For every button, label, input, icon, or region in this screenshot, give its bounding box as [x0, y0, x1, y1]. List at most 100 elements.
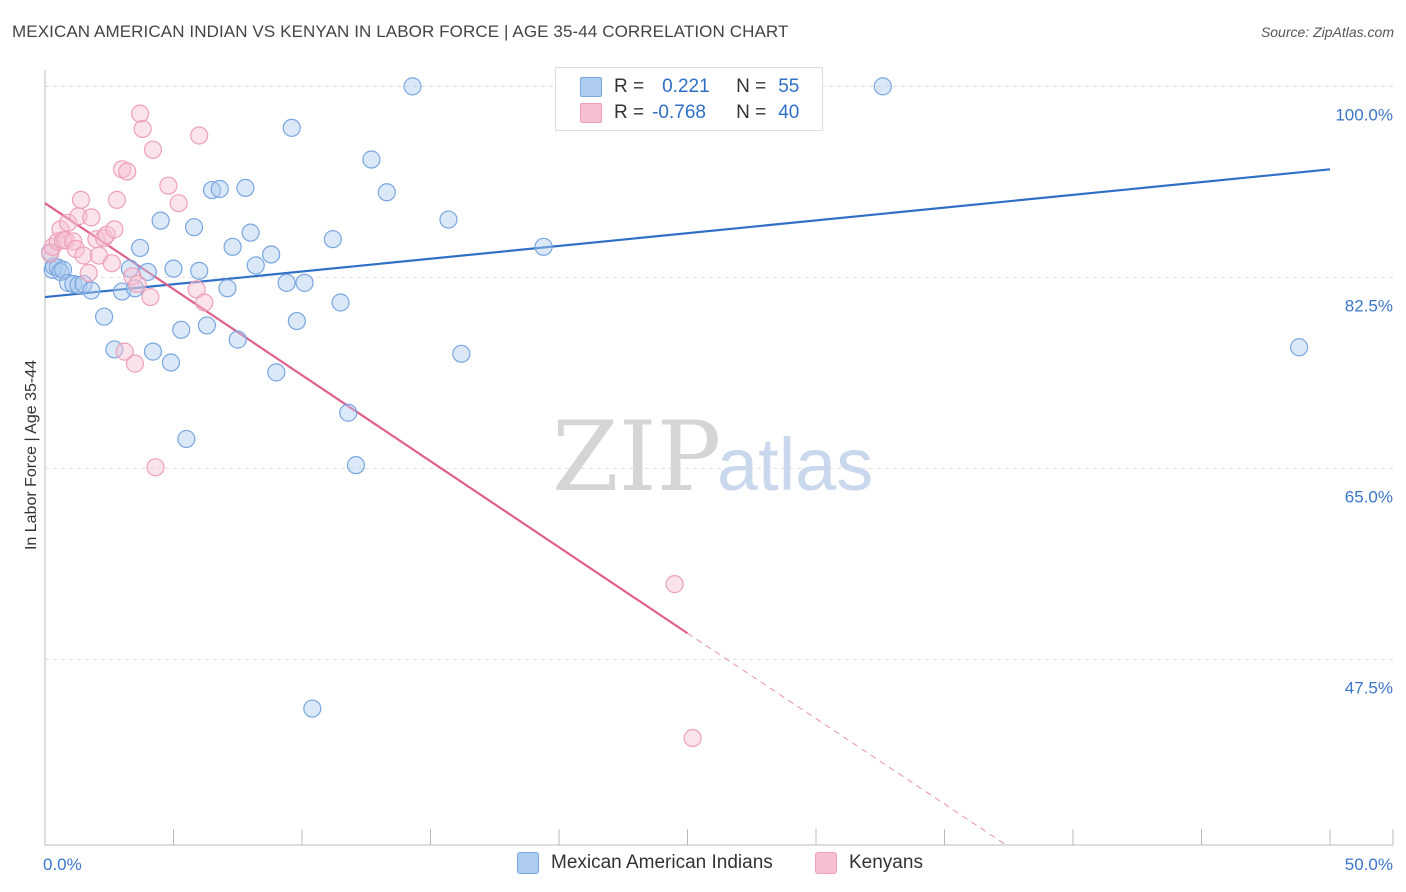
point-mexican-american-indians — [873, 77, 892, 96]
point-kenyans — [71, 190, 91, 209]
point-kenyans — [143, 140, 163, 159]
watermark-atlas: atlas — [717, 423, 873, 506]
point-kenyans — [102, 254, 121, 273]
point-mexican-american-indians — [228, 330, 247, 349]
legend-row-mexican-american-indians: R = 0.221 N = 55 — [580, 74, 799, 100]
y-tick-labels: 100.0% 82.5% 65.0% 47.5% — [1335, 105, 1393, 697]
legend-r-label: R = — [614, 76, 645, 97]
point-mexican-american-indians — [331, 293, 350, 312]
point-mexican-american-indians — [287, 311, 306, 331]
point-kenyans — [146, 458, 165, 477]
point-kenyans — [105, 220, 124, 239]
point-mexican-american-indians — [202, 180, 222, 200]
point-mexican-american-indians — [282, 118, 301, 137]
trend-line — [44, 202, 689, 635]
legend-item-mexican-american-indians: Mexican American Indians — [517, 852, 773, 874]
point-mexican-american-indians — [82, 281, 101, 300]
legend-n-value: 55 — [778, 76, 800, 97]
point-kenyans — [115, 342, 134, 361]
point-mexican-american-indians — [172, 320, 191, 339]
y-tick-label: 82.5% — [1345, 296, 1393, 315]
point-kenyans — [169, 194, 188, 213]
legend-r-value: -0.768 — [652, 102, 706, 123]
grid-lines — [45, 85, 1393, 660]
point-mexican-american-indians — [277, 273, 296, 292]
x-tick-labels: 0.0% 50.0% — [43, 855, 1393, 874]
point-mexican-american-indians — [339, 403, 358, 422]
point-mexican-american-indians — [130, 238, 150, 258]
legend-swatch-pink — [580, 103, 602, 123]
x-tick-label: 50.0% — [1345, 855, 1393, 874]
point-mexican-american-indians — [241, 223, 260, 242]
point-kenyans — [683, 728, 702, 748]
watermark-zip: ZIP — [552, 401, 721, 513]
point-mexican-american-indians — [184, 218, 204, 237]
legend-n-label: N = — [736, 102, 767, 123]
point-mexican-american-indians — [143, 342, 163, 361]
series-legend: Mexican American Indians Kenyans — [0, 852, 1406, 878]
x-tick-label: 0.0% — [43, 855, 82, 874]
legend-item-kenyans: Kenyans — [815, 852, 923, 874]
correlation-legend: R = 0.221 N = 55 R = -0.768 N = 40 — [555, 67, 823, 131]
point-mexican-american-indians — [223, 237, 242, 256]
source-label: Source: ZipAtlas.com — [1260, 24, 1394, 40]
point-kenyans — [133, 119, 152, 139]
point-kenyans — [190, 126, 209, 145]
point-mexican-american-indians — [218, 279, 237, 298]
legend-swatch-pink — [815, 852, 837, 874]
legend-swatch-blue — [517, 852, 539, 874]
point-mexican-american-indians — [362, 150, 381, 169]
point-mexican-american-indians — [151, 211, 170, 230]
point-mexican-american-indians — [439, 210, 458, 229]
point-kenyans — [665, 575, 684, 594]
point-kenyans — [107, 190, 127, 209]
point-mexican-american-indians — [236, 178, 255, 197]
point-mexican-american-indians — [164, 259, 183, 278]
trend-line-extension — [687, 632, 1007, 846]
point-mexican-american-indians — [197, 316, 217, 335]
trend-line — [44, 168, 1331, 299]
point-mexican-american-indians — [295, 273, 314, 292]
legend-r-value: 0.221 — [662, 76, 710, 97]
point-kenyans — [125, 354, 145, 373]
legend-n-label: N = — [736, 76, 767, 97]
point-mexican-american-indians — [161, 353, 181, 372]
point-mexican-american-indians — [403, 77, 422, 96]
chart-title: MEXICAN AMERICAN INDIAN VS KENYAN IN LAB… — [12, 22, 789, 41]
legend-item-label: Mexican American Indians — [551, 852, 773, 873]
point-mexican-american-indians — [452, 344, 471, 363]
point-mexican-american-indians — [95, 307, 114, 326]
point-kenyans — [128, 274, 147, 294]
legend-item-label: Kenyans — [849, 852, 923, 873]
legend-r-label: R = — [614, 102, 645, 123]
point-kenyans — [141, 287, 160, 307]
point-mexican-american-indians — [210, 179, 229, 199]
point-mexican-american-indians — [377, 183, 396, 202]
point-kenyans — [118, 162, 137, 181]
y-tick-label: 47.5% — [1345, 678, 1393, 697]
point-kenyans — [59, 213, 78, 232]
point-kenyans — [79, 263, 98, 283]
point-kenyans — [74, 246, 93, 265]
point-mexican-american-indians — [246, 256, 265, 275]
point-kenyans — [159, 176, 178, 195]
y-tick-label: 100.0% — [1335, 105, 1393, 124]
point-mexican-american-indians — [262, 245, 281, 264]
axes — [44, 70, 1394, 846]
point-mexican-american-indians — [177, 429, 196, 449]
point-mexican-american-indians — [303, 699, 322, 718]
point-mexican-american-indians — [267, 363, 286, 382]
data-points — [41, 77, 1309, 748]
legend-n-value: 40 — [778, 102, 800, 123]
point-kenyans — [82, 208, 101, 227]
point-mexican-american-indians — [346, 456, 366, 475]
point-kenyans — [195, 293, 214, 312]
legend-swatch-blue — [580, 77, 602, 97]
point-kenyans — [130, 104, 150, 123]
legend-row-kenyans: R = -0.768 N = 40 — [580, 100, 799, 126]
point-mexican-american-indians — [534, 237, 553, 256]
y-tick-label: 65.0% — [1345, 487, 1393, 506]
point-mexican-american-indians — [190, 261, 209, 280]
point-mexican-american-indians — [323, 230, 342, 249]
